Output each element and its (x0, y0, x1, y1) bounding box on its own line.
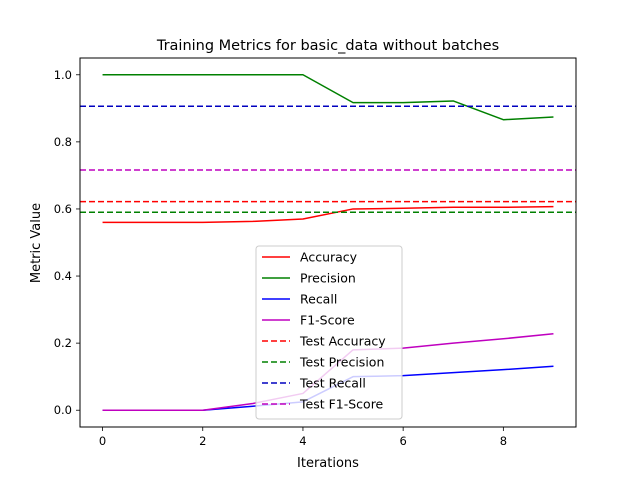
y-tick-label: 0.2 (54, 336, 72, 350)
x-axis-label: Iterations (297, 456, 359, 471)
x-tick-label: 8 (500, 434, 507, 448)
plot-frame (79, 57, 577, 428)
y-tick-label: 1.0 (54, 68, 72, 82)
legend-label-test-recall: Test Recall (299, 376, 366, 391)
series-line-accuracy (102, 205, 554, 224)
legend-label-accuracy: Accuracy (300, 250, 358, 265)
legend-box (255, 245, 403, 420)
y-axis: 0.0 0.2 0.4 0.6 0.8 1.0 (54, 68, 80, 417)
series-line-precision (102, 74, 554, 121)
x-tick-label: 2 (199, 434, 206, 448)
legend-label-f1-score: F1-Score (300, 313, 355, 328)
x-tick-label: 4 (299, 434, 306, 448)
legend-label-test-precision: Test Precision (299, 355, 384, 370)
legend-label-recall: Recall (300, 292, 337, 307)
y-axis-label: Metric Value (29, 203, 44, 283)
y-tick-label: 0.6 (54, 202, 72, 216)
legend-label-test-accuracy: Test Accuracy (299, 334, 386, 349)
y-tick-label: 0.0 (54, 403, 72, 417)
x-tick-label: 0 (99, 434, 106, 448)
y-tick-label: 0.8 (54, 135, 72, 149)
x-axis: 0 2 4 6 8 (99, 427, 507, 448)
legend-label-test-f1-score: Test F1-Score (299, 397, 384, 412)
x-tick-label: 6 (399, 434, 406, 448)
legend-label-precision: Precision (300, 271, 356, 286)
legend: Accuracy Precision Recall F1-Score Test Accu… (255, 245, 403, 420)
chart-title: Training Metrics for basic_data without … (156, 38, 499, 54)
y-tick-label: 0.4 (54, 269, 72, 283)
